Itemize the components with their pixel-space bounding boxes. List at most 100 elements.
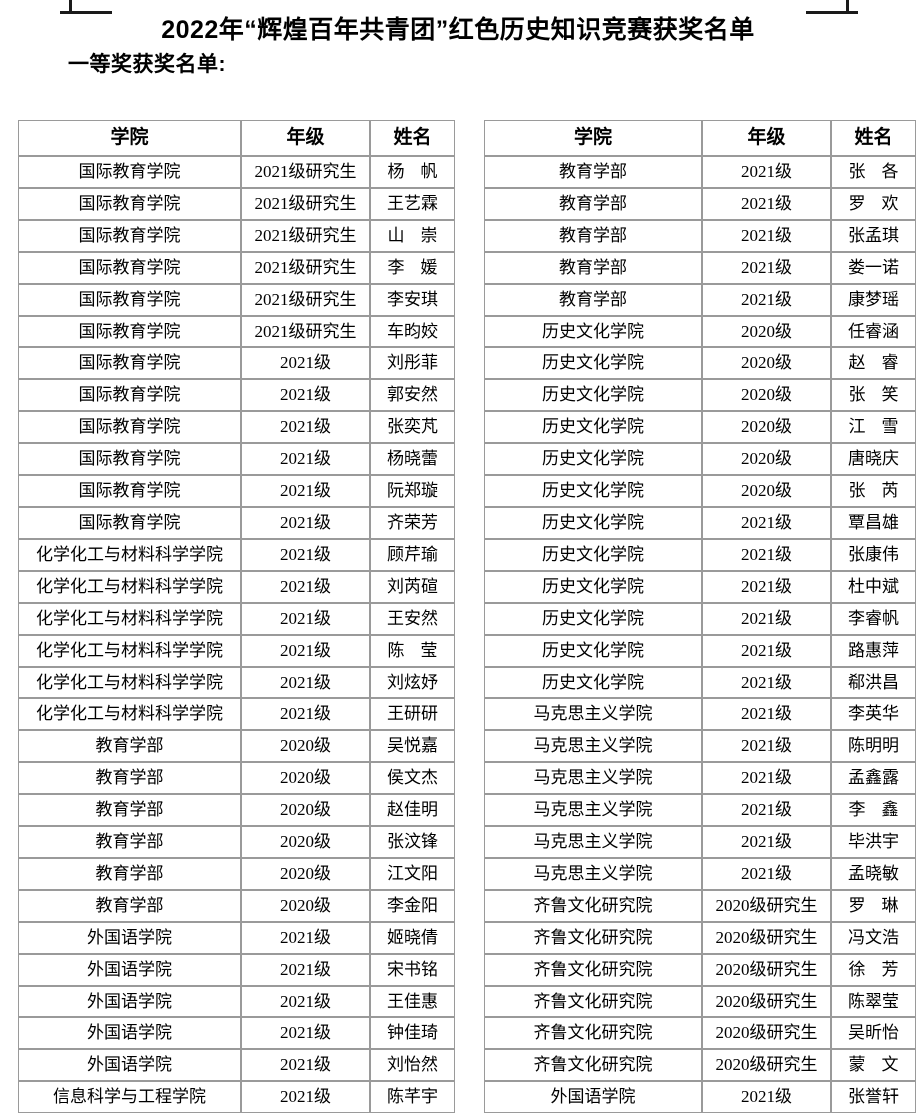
cell-college: 历史文化学院 — [484, 634, 702, 667]
cell-grade: 2020级研究生 — [702, 1017, 831, 1050]
crop-mark-horizontal-segment — [60, 11, 112, 14]
cell-grade: 2021级 — [241, 379, 370, 412]
table-row: 外国语学院 2021级 宋书铭 — [18, 953, 455, 986]
cell-name: 杜中斌 — [831, 570, 916, 603]
cell-college: 历史文化学院 — [484, 506, 702, 539]
cell-name: 张汶锋 — [370, 826, 455, 858]
crop-mark-top-right — [806, 0, 858, 14]
cell-grade: 2021级研究生 — [241, 219, 370, 252]
cell-grade: 2021级研究生 — [241, 283, 370, 316]
cell-college: 外国语学院 — [18, 921, 241, 954]
table-row: 历史文化学院 2020级赵睿 — [484, 347, 916, 380]
cell-grade: 2020级 — [702, 411, 831, 444]
cell-grade: 2020级 — [702, 475, 831, 507]
table-row: 国际教育学院 2021级 刘彤菲 — [18, 347, 455, 380]
cell-college: 马克思主义学院 — [484, 794, 702, 827]
cell-grade: 2021级 — [702, 730, 831, 763]
cell-grade: 2021级 — [702, 666, 831, 699]
cell-grade: 2020级 — [241, 794, 370, 827]
cell-grade: 2021级 — [241, 1081, 370, 1113]
table-row: 教育学部 2021级张各 — [484, 156, 916, 188]
cell-grade: 2021级 — [241, 347, 370, 380]
table-row: 外国语学院 2021级 张誉轩 — [484, 1081, 916, 1113]
table-row: 国际教育学院 2021级研究生李媛 — [18, 251, 455, 284]
cell-grade: 2021级研究生 — [241, 187, 370, 220]
table-row: 国际教育学院 2021级 张奕芃 — [18, 411, 455, 444]
table-row: 教育学部 2021级罗欢 — [484, 187, 916, 220]
cell-grade: 2021级 — [241, 698, 370, 731]
cell-grade: 2020级 — [702, 379, 831, 412]
cell-name: 车昀姣 — [370, 315, 455, 348]
cell-college: 国际教育学院 — [18, 315, 241, 348]
table-row: 化学化工与材料科学学院 2021级 王安然 — [18, 602, 455, 635]
section-heading-first-prize: 一等奖获奖名单: — [68, 53, 226, 76]
cell-name: 张康伟 — [831, 538, 916, 571]
cell-grade: 2021级 — [241, 1049, 370, 1082]
cell-college: 外国语学院 — [484, 1081, 702, 1113]
document-title: 2022年“辉煌百年共青团”红色历史知识竞赛获奖名单 — [161, 16, 755, 44]
cell-college: 国际教育学院 — [18, 475, 241, 507]
award-table-left: 学院 年级 姓名 国际教育学院 2021级研究生杨帆国际教育学院 2021级研究生王… — [18, 120, 455, 1113]
table-row: 化学化工与材料科学学院 2021级 刘芮碹 — [18, 570, 455, 603]
table-row: 教育学部 2020级 侯文杰 — [18, 762, 455, 795]
cell-college: 国际教育学院 — [18, 443, 241, 476]
cell-grade: 2021级 — [241, 634, 370, 667]
cell-college: 化学化工与材料科学学院 — [18, 570, 241, 603]
cell-name: 赵佳明 — [370, 794, 455, 827]
table-row: 教育学部 2020级 江文阳 — [18, 857, 455, 890]
cell-grade: 2021级 — [702, 857, 831, 890]
cell-college: 齐鲁文化研究院 — [484, 1049, 702, 1082]
cell-college: 国际教育学院 — [18, 347, 241, 380]
cell-name: 山崇 — [370, 219, 455, 252]
table-row: 历史文化学院 2020级 唐晓庆 — [484, 443, 916, 476]
cell-grade: 2020级 — [241, 826, 370, 858]
cell-name: 张芮 — [831, 475, 916, 507]
cell-name: 钟佳琦 — [370, 1017, 455, 1050]
cell-grade: 2021级 — [702, 602, 831, 635]
crop-mark-vertical-segment — [846, 0, 849, 14]
table-row: 国际教育学院 2021级 杨晓蕾 — [18, 443, 455, 476]
cell-college: 教育学部 — [484, 251, 702, 284]
table-row: 外国语学院 2021级 刘怡然 — [18, 1049, 455, 1082]
cell-grade: 2021级 — [702, 1081, 831, 1113]
table-row: 国际教育学院 2021级研究生 王艺霖 — [18, 187, 455, 220]
cell-college: 国际教育学院 — [18, 156, 241, 188]
cell-grade: 2020级 — [241, 762, 370, 795]
cell-grade: 2021级 — [241, 985, 370, 1018]
table-row: 化学化工与材料科学学院 2021级 顾芹瑜 — [18, 538, 455, 571]
cell-college: 国际教育学院 — [18, 506, 241, 539]
table-row: 国际教育学院 2021级 阮郑璇 — [18, 475, 455, 507]
cell-name: 张誉轩 — [831, 1081, 916, 1113]
cell-name: 陈明明 — [831, 730, 916, 763]
cell-name: 蒙文 — [831, 1049, 916, 1082]
cell-grade: 2021级研究生 — [241, 315, 370, 348]
cell-college: 外国语学院 — [18, 953, 241, 986]
cell-college: 国际教育学院 — [18, 187, 241, 220]
cell-grade: 2021级研究生 — [241, 156, 370, 188]
cell-college: 历史文化学院 — [484, 347, 702, 380]
cell-name: 王安然 — [370, 602, 455, 635]
cell-name: 王研研 — [370, 698, 455, 731]
column-header-name: 姓名 — [831, 120, 916, 156]
cell-college: 化学化工与材料科学学院 — [18, 538, 241, 571]
table-row: 齐鲁文化研究院 2020级研究生 吴昕怡 — [484, 1017, 916, 1050]
cell-name: 覃昌雄 — [831, 506, 916, 539]
cell-college: 齐鲁文化研究院 — [484, 889, 702, 922]
table-row: 外国语学院 2021级 王佳惠 — [18, 985, 455, 1018]
table-row: 齐鲁文化研究院 2020级研究生蒙文 — [484, 1049, 916, 1082]
table-row: 历史文化学院 2020级张笑 — [484, 379, 916, 412]
table-row: 信息科学与工程学院 2021级 陈芊宇 — [18, 1081, 455, 1113]
cell-name: 李睿帆 — [831, 602, 916, 635]
cell-name: 张笑 — [831, 379, 916, 412]
cell-college: 齐鲁文化研究院 — [484, 953, 702, 986]
cell-college: 齐鲁文化研究院 — [484, 985, 702, 1018]
table-row: 国际教育学院 2021级 齐荣芳 — [18, 506, 455, 539]
cell-grade: 2020级研究生 — [702, 889, 831, 922]
cell-name: 李金阳 — [370, 889, 455, 922]
cell-college: 化学化工与材料科学学院 — [18, 666, 241, 699]
table-row: 齐鲁文化研究院 2020级研究生罗琳 — [484, 889, 916, 922]
table-row: 历史文化学院 2020级张芮 — [484, 475, 916, 507]
cell-college: 马克思主义学院 — [484, 762, 702, 795]
table-row: 齐鲁文化研究院 2020级研究生 冯文浩 — [484, 921, 916, 954]
cell-grade: 2021级 — [241, 538, 370, 571]
